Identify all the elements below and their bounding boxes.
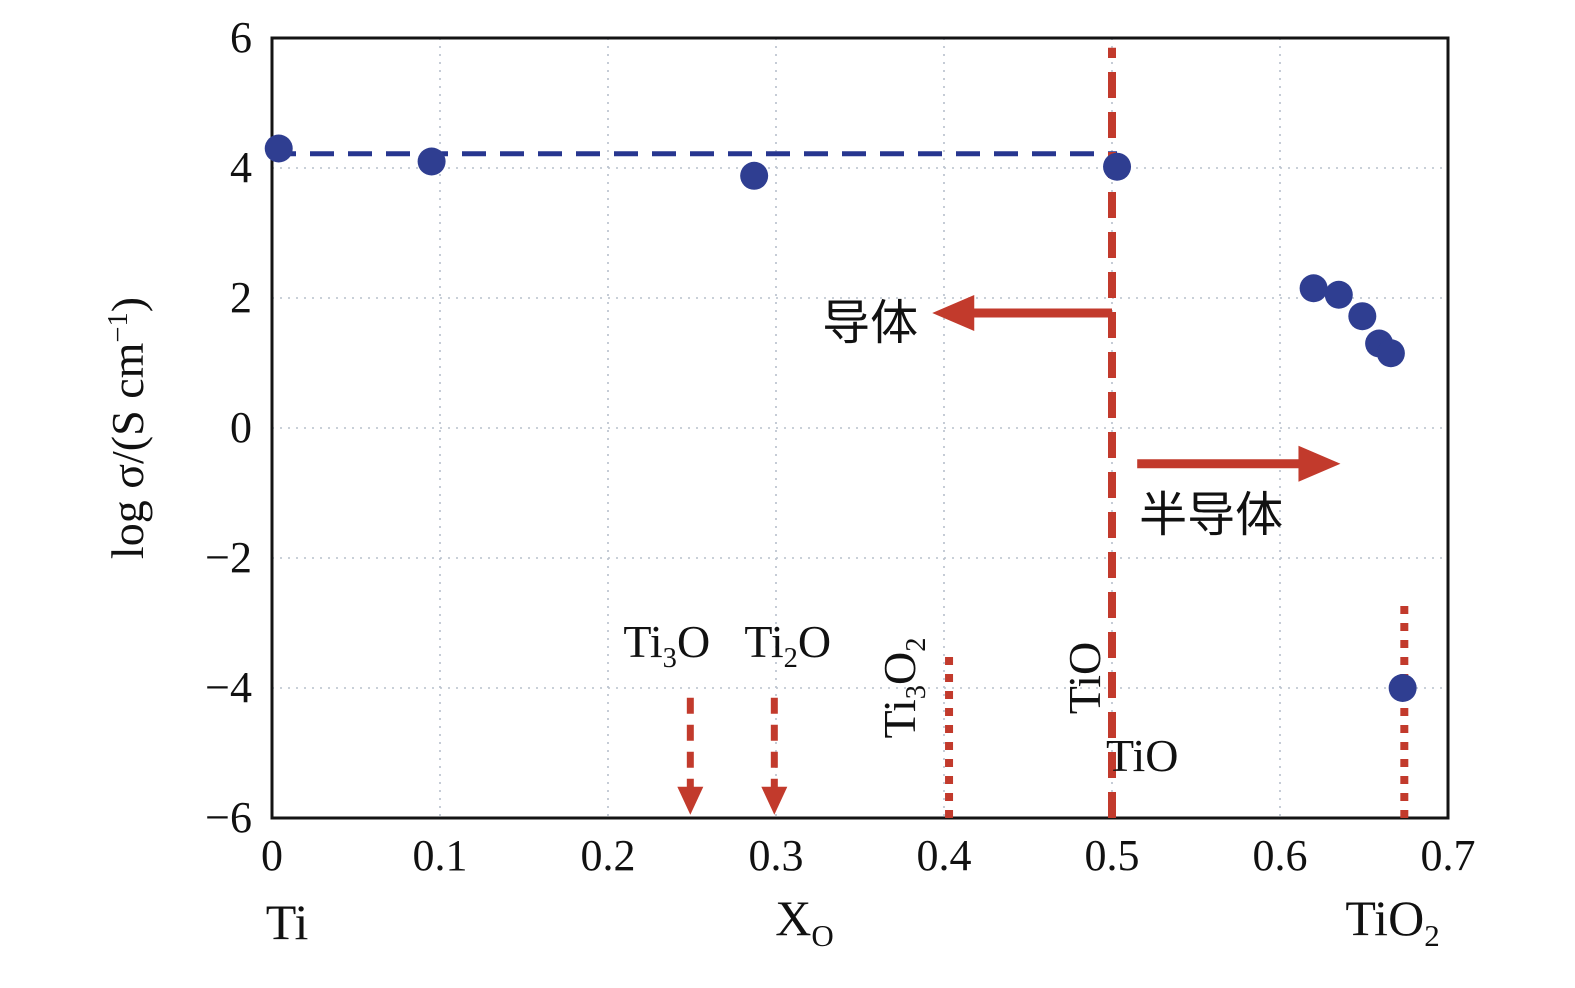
data-point [1348, 302, 1377, 331]
data-point [1376, 339, 1405, 368]
ti2o-arrow-head [761, 786, 788, 815]
data-point [1324, 280, 1353, 309]
data-point [1299, 274, 1328, 303]
data-point [740, 161, 769, 190]
data-point [1103, 152, 1132, 181]
plot-frame [270, 36, 1450, 820]
semiconductor-arrow-head [1298, 445, 1341, 482]
data-point [1388, 674, 1417, 702]
data-point [264, 134, 293, 163]
conductor-arrow-head [932, 294, 975, 331]
ti3o-arrow-head [677, 786, 704, 815]
data-point [417, 147, 446, 176]
